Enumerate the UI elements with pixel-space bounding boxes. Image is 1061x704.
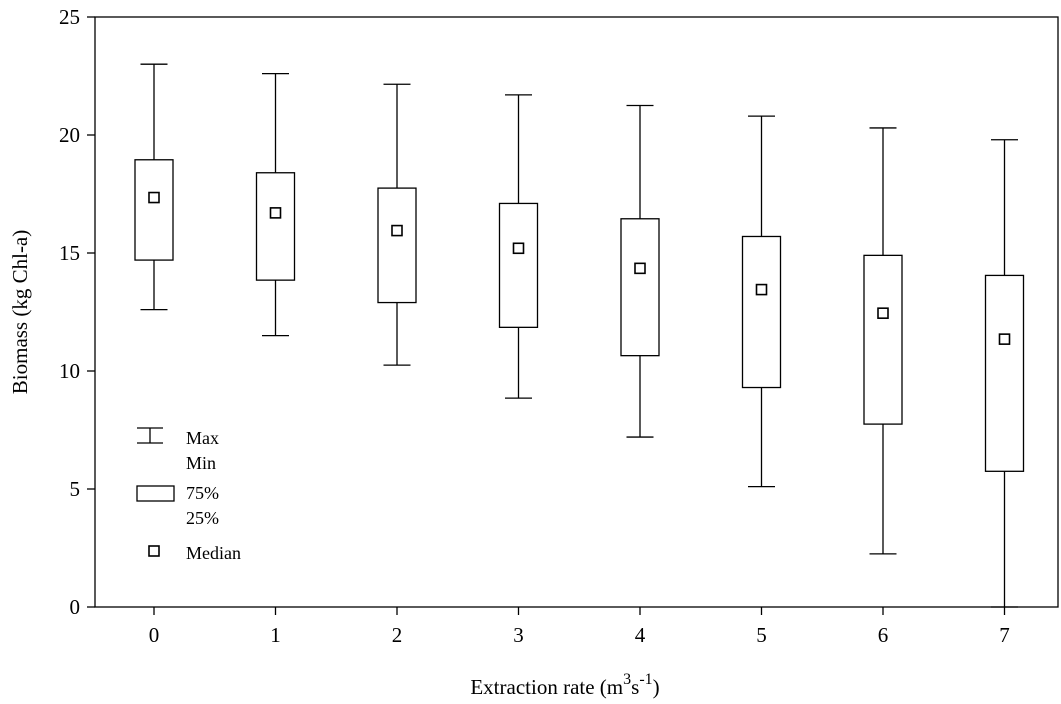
box-group — [741, 115, 782, 488]
x-axis-title-end: ) — [653, 675, 660, 699]
x-tick-label: 3 — [513, 623, 524, 647]
iqr-box — [741, 235, 782, 389]
iqr-box — [620, 218, 660, 357]
iqr-box — [984, 274, 1025, 472]
box-group — [134, 63, 174, 311]
y-tick-label: 5 — [70, 477, 81, 501]
y-axis-title: Biomass (kg Chl-a) — [8, 230, 32, 394]
legend-median-label: Median — [186, 543, 241, 563]
x-axis: 0 1 2 3 4 5 6 7 — [149, 607, 1010, 647]
box-group — [863, 127, 903, 555]
legend-q75-label: 75% — [186, 483, 219, 503]
y-tick-label: 15 — [59, 241, 80, 265]
x-axis-title-sup1: 3 — [623, 671, 631, 688]
x-tick-label: 0 — [149, 623, 160, 647]
x-tick-label: 2 — [392, 623, 403, 647]
iqr-box — [134, 159, 174, 261]
median-marker — [877, 307, 889, 319]
box-group — [498, 94, 539, 399]
y-tick-label: 0 — [70, 595, 81, 619]
x-axis-title-sup2: -1 — [639, 671, 652, 688]
y-tick-label: 25 — [59, 5, 80, 29]
median-marker — [391, 224, 403, 237]
x-axis-title-base: Extraction rate (m — [470, 675, 623, 699]
iqr-box — [863, 254, 903, 425]
box-series — [134, 63, 1025, 608]
x-tick-label: 1 — [270, 623, 281, 647]
legend-q25-label: 25% — [186, 508, 219, 528]
median-marker — [269, 207, 282, 219]
plot-area-frame — [94, 16, 1059, 608]
median-marker — [998, 333, 1011, 345]
box-group — [984, 139, 1025, 608]
iqr-box — [498, 202, 539, 328]
median-marker — [755, 283, 768, 296]
x-tick-label: 5 — [756, 623, 767, 647]
iqr-box — [377, 187, 417, 304]
legend-box-swatch — [136, 485, 175, 502]
legend-min-label: Min — [186, 453, 216, 473]
box-group — [377, 83, 417, 366]
median-marker — [634, 262, 646, 275]
x-tick-label: 6 — [878, 623, 889, 647]
y-axis: 0 5 10 15 20 25 — [59, 5, 95, 619]
y-tick-label: 20 — [59, 123, 80, 147]
x-axis-title: Extraction rate (m3s-1) — [470, 671, 659, 699]
legend-median-marker — [148, 545, 160, 557]
x-tick-label: 4 — [635, 623, 646, 647]
median-marker — [512, 242, 525, 255]
iqr-box — [255, 172, 296, 281]
box-group — [620, 104, 660, 438]
x-tick-label: 7 — [999, 623, 1010, 647]
x-axis-title-mid: s — [631, 675, 639, 699]
legend-max-label: Max — [186, 428, 219, 448]
median-marker — [148, 191, 160, 204]
box-group — [255, 72, 296, 337]
legend: Max Min 75% 25% Median — [136, 427, 241, 563]
y-tick-label: 10 — [59, 359, 80, 383]
